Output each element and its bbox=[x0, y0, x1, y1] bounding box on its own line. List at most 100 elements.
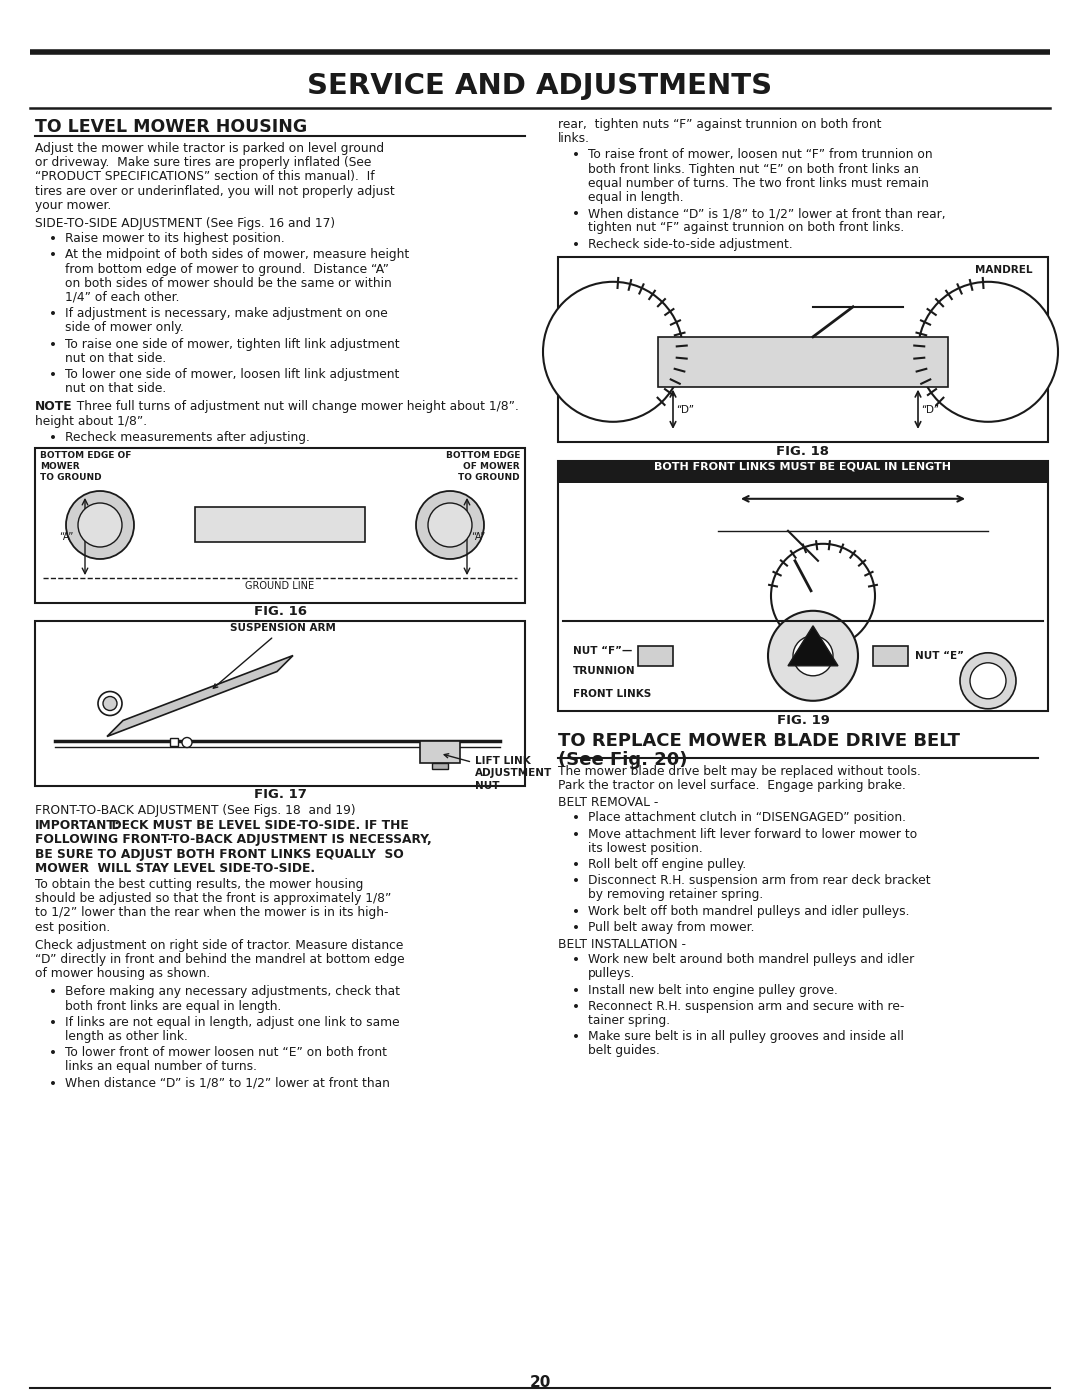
Bar bbox=[658, 337, 948, 387]
Text: Disconnect R.H. suspension arm from rear deck bracket: Disconnect R.H. suspension arm from rear… bbox=[588, 875, 931, 887]
Text: links an equal number of turns.: links an equal number of turns. bbox=[65, 1060, 257, 1073]
Text: equal in length.: equal in length. bbox=[588, 191, 684, 204]
Circle shape bbox=[543, 282, 683, 422]
Text: BELT REMOVAL -: BELT REMOVAL - bbox=[558, 796, 659, 809]
Text: SIDE-TO-SIDE ADJUSTMENT (See Figs. 16 and 17): SIDE-TO-SIDE ADJUSTMENT (See Figs. 16 an… bbox=[35, 217, 335, 231]
Text: Roll belt off engine pulley.: Roll belt off engine pulley. bbox=[588, 858, 746, 870]
Circle shape bbox=[183, 738, 192, 747]
Text: or driveway.  Make sure tires are properly inflated (See: or driveway. Make sure tires are properl… bbox=[35, 156, 372, 169]
Text: both front links are equal in length.: both front links are equal in length. bbox=[65, 1000, 282, 1013]
Text: SERVICE AND ADJUSTMENTS: SERVICE AND ADJUSTMENTS bbox=[308, 73, 772, 101]
Text: length as other link.: length as other link. bbox=[65, 1030, 188, 1044]
Text: BOTTOM EDGE
OF MOWER
TO GROUND: BOTTOM EDGE OF MOWER TO GROUND bbox=[446, 451, 519, 482]
Text: FIG. 16: FIG. 16 bbox=[254, 605, 307, 617]
Text: •: • bbox=[49, 430, 57, 444]
Text: Make sure belt is in all pulley grooves and inside all: Make sure belt is in all pulley grooves … bbox=[588, 1030, 904, 1044]
Circle shape bbox=[960, 652, 1016, 708]
Text: from bottom edge of mower to ground.  Distance “A”: from bottom edge of mower to ground. Dis… bbox=[65, 263, 389, 275]
Bar bbox=[35, 448, 525, 604]
Text: “PRODUCT SPECIFICATIONS” section of this manual).  If: “PRODUCT SPECIFICATIONS” section of this… bbox=[35, 170, 375, 183]
Text: BELT INSTALLATION -: BELT INSTALLATION - bbox=[558, 937, 686, 951]
Text: NUT “F”—: NUT “F”— bbox=[573, 645, 632, 655]
Text: :  Three full turns of adjustment nut will change mower height about 1/8”.: : Three full turns of adjustment nut wil… bbox=[65, 401, 518, 414]
Text: Pull belt away from mower.: Pull belt away from mower. bbox=[588, 921, 755, 933]
Text: •: • bbox=[572, 983, 580, 997]
Text: To obtain the best cutting results, the mower housing: To obtain the best cutting results, the … bbox=[35, 877, 363, 891]
Text: •: • bbox=[49, 232, 57, 246]
Text: When distance “D” is 1/8” to 1/2” lower at front than rear,: When distance “D” is 1/8” to 1/2” lower … bbox=[588, 207, 946, 221]
Text: should be adjusted so that the front is approximately 1/8”: should be adjusted so that the front is … bbox=[35, 893, 391, 905]
Circle shape bbox=[918, 282, 1058, 422]
Text: TO REPLACE MOWER BLADE DRIVE BELT: TO REPLACE MOWER BLADE DRIVE BELT bbox=[558, 732, 960, 750]
Text: rear,  tighten nuts “F” against trunnion on both front: rear, tighten nuts “F” against trunnion … bbox=[558, 117, 881, 131]
Text: If links are not equal in length, adjust one link to same: If links are not equal in length, adjust… bbox=[65, 1016, 400, 1028]
Text: •: • bbox=[572, 812, 580, 826]
Text: by removing retainer spring.: by removing retainer spring. bbox=[588, 888, 764, 901]
Text: tires are over or underinflated, you will not properly adjust: tires are over or underinflated, you wil… bbox=[35, 184, 395, 197]
Text: tainer spring.: tainer spring. bbox=[588, 1014, 670, 1027]
Text: TO LEVEL MOWER HOUSING: TO LEVEL MOWER HOUSING bbox=[35, 117, 307, 136]
Text: nut on that side.: nut on that side. bbox=[65, 383, 166, 395]
Bar bbox=[170, 739, 178, 746]
Text: To raise one side of mower, tighten lift link adjustment: To raise one side of mower, tighten lift… bbox=[65, 338, 400, 351]
Text: FIG. 18: FIG. 18 bbox=[777, 444, 829, 458]
Text: If adjustment is necessary, make adjustment on one: If adjustment is necessary, make adjustm… bbox=[65, 307, 388, 320]
Text: DECK MUST BE LEVEL SIDE-TO-SIDE. IF THE: DECK MUST BE LEVEL SIDE-TO-SIDE. IF THE bbox=[103, 819, 408, 833]
Text: BOTH FRONT LINKS MUST BE EQUAL IN LENGTH: BOTH FRONT LINKS MUST BE EQUAL IN LENGTH bbox=[654, 462, 951, 472]
Text: •: • bbox=[572, 207, 580, 221]
Text: •: • bbox=[49, 1016, 57, 1030]
Text: Work new belt around both mandrel pulleys and idler: Work new belt around both mandrel pulley… bbox=[588, 953, 915, 967]
Text: Check adjustment on right side of tractor. Measure distance: Check adjustment on right side of tracto… bbox=[35, 939, 403, 951]
Text: IMPORTANT:: IMPORTANT: bbox=[35, 819, 120, 833]
Text: both front links. Tighten nut “E” on both front links an: both front links. Tighten nut “E” on bot… bbox=[588, 162, 919, 176]
Text: NOTE: NOTE bbox=[35, 401, 72, 414]
Text: TRUNNION: TRUNNION bbox=[573, 666, 636, 676]
Text: belt guides.: belt guides. bbox=[588, 1045, 660, 1058]
Circle shape bbox=[793, 636, 833, 676]
Text: •: • bbox=[572, 1000, 580, 1014]
Text: NUT “E”: NUT “E” bbox=[915, 651, 964, 661]
Text: nut on that side.: nut on that side. bbox=[65, 352, 166, 365]
Text: your mower.: your mower. bbox=[35, 198, 111, 212]
Text: SUSPENSION ARM: SUSPENSION ARM bbox=[213, 623, 336, 689]
Text: Adjust the mower while tractor is parked on level ground: Adjust the mower while tractor is parked… bbox=[35, 142, 384, 155]
Polygon shape bbox=[107, 655, 293, 736]
Text: MANDREL: MANDREL bbox=[975, 265, 1032, 275]
Text: When distance “D” is 1/8” to 1/2” lower at front than: When distance “D” is 1/8” to 1/2” lower … bbox=[65, 1077, 390, 1090]
Text: •: • bbox=[572, 148, 580, 162]
Text: its lowest position.: its lowest position. bbox=[588, 842, 703, 855]
Text: Reconnect R.H. suspension arm and secure with re-: Reconnect R.H. suspension arm and secure… bbox=[588, 1000, 904, 1013]
Text: GROUND LINE: GROUND LINE bbox=[245, 581, 314, 591]
Text: tighten nut “F” against trunnion on both front links.: tighten nut “F” against trunnion on both… bbox=[588, 221, 904, 235]
Text: Install new belt into engine pulley grove.: Install new belt into engine pulley grov… bbox=[588, 983, 838, 996]
Text: •: • bbox=[49, 985, 57, 999]
Text: “A”: “A” bbox=[471, 532, 485, 542]
Text: on both sides of mower should be the same or within: on both sides of mower should be the sam… bbox=[65, 277, 392, 289]
Bar bbox=[558, 461, 1048, 711]
Text: pulleys.: pulleys. bbox=[588, 967, 635, 981]
Text: to 1/2” lower than the rear when the mower is in its high-: to 1/2” lower than the rear when the mow… bbox=[35, 907, 389, 919]
Text: 1/4” of each other.: 1/4” of each other. bbox=[65, 291, 179, 305]
Text: LIFT LINK
ADJUSTMENT
NUT: LIFT LINK ADJUSTMENT NUT bbox=[444, 754, 552, 791]
Bar bbox=[873, 645, 908, 666]
Text: “D”: “D” bbox=[921, 405, 939, 415]
Bar bbox=[638, 645, 673, 666]
Text: The mower blade drive belt may be replaced without tools.: The mower blade drive belt may be replac… bbox=[558, 764, 921, 778]
Text: Work belt off both mandrel pulleys and idler pulleys.: Work belt off both mandrel pulleys and i… bbox=[588, 905, 909, 918]
Text: •: • bbox=[49, 1077, 57, 1091]
Circle shape bbox=[768, 610, 858, 701]
Circle shape bbox=[98, 692, 122, 715]
Text: •: • bbox=[49, 307, 57, 321]
Text: At the midpoint of both sides of mower, measure height: At the midpoint of both sides of mower, … bbox=[65, 249, 409, 261]
Polygon shape bbox=[788, 626, 838, 666]
Text: Park the tractor on level surface.  Engage parking brake.: Park the tractor on level surface. Engag… bbox=[558, 780, 906, 792]
Text: To lower one side of mower, loosen lift link adjustment: To lower one side of mower, loosen lift … bbox=[65, 367, 400, 381]
Text: •: • bbox=[49, 338, 57, 352]
Text: Recheck measurements after adjusting.: Recheck measurements after adjusting. bbox=[65, 430, 310, 444]
Bar bbox=[420, 742, 460, 764]
Text: •: • bbox=[572, 1030, 580, 1044]
Text: •: • bbox=[572, 858, 580, 872]
Text: MOWER  WILL STAY LEVEL SIDE-TO-SIDE.: MOWER WILL STAY LEVEL SIDE-TO-SIDE. bbox=[35, 862, 315, 875]
Text: (See Fig. 20): (See Fig. 20) bbox=[558, 750, 688, 768]
Text: Before making any necessary adjustments, check that: Before making any necessary adjustments,… bbox=[65, 985, 400, 999]
